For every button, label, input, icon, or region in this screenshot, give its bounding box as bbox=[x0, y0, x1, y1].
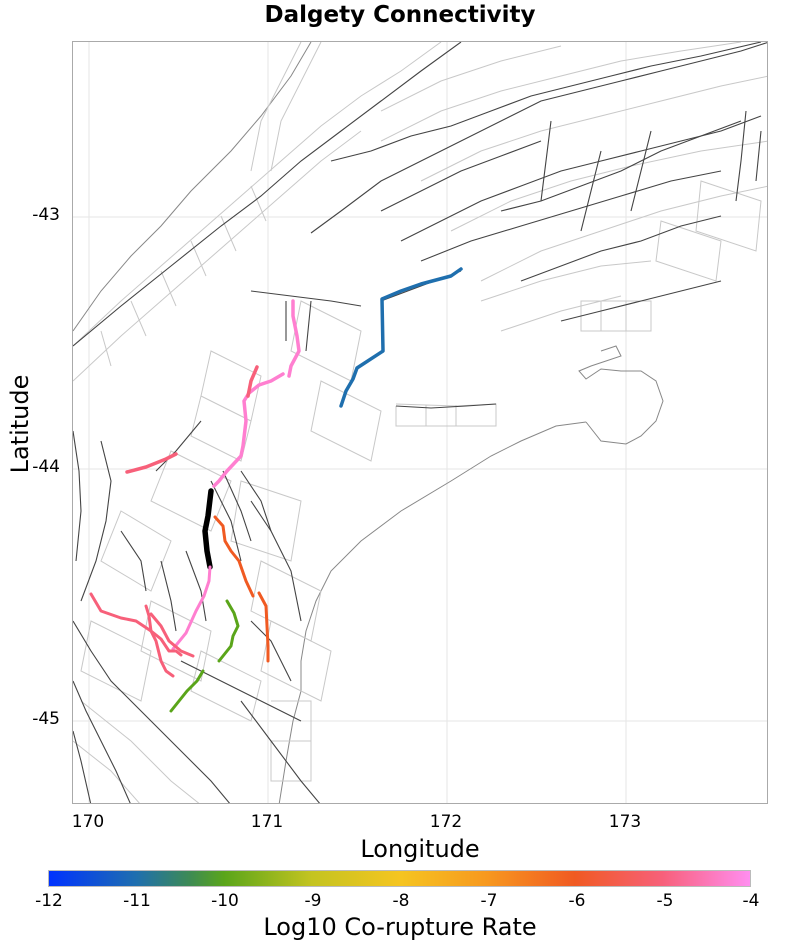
fault-traces bbox=[73, 42, 767, 803]
dalgety-fault bbox=[202, 488, 214, 570]
orange-fault-1 bbox=[213, 515, 255, 598]
salmon-fault-left bbox=[125, 452, 178, 474]
colorbar-tick: -4 bbox=[742, 891, 760, 911]
colorbar-tick: -9 bbox=[304, 891, 322, 911]
colorbar-tick: -10 bbox=[211, 891, 239, 911]
chart-title: Dalgety Connectivity bbox=[264, 2, 536, 28]
salmon-fault-upper bbox=[246, 365, 259, 398]
corupture-faults bbox=[89, 267, 463, 713]
y-axis-label: Latitude bbox=[6, 374, 34, 474]
x-tick-label: 171 bbox=[250, 812, 284, 832]
orange-fault-2 bbox=[257, 591, 270, 663]
green-fault-1 bbox=[217, 599, 240, 663]
salmon-fault-lower-2 bbox=[144, 604, 175, 678]
colorbar-label: Log10 Co-rupture Rate bbox=[263, 913, 537, 941]
map-plot-area bbox=[72, 41, 768, 804]
y-tick-label: -44 bbox=[32, 457, 60, 477]
colorbar-tick: -6 bbox=[568, 891, 586, 911]
coastline bbox=[73, 42, 664, 803]
colorbar-tick: -5 bbox=[656, 891, 674, 911]
salmon-fault-lower-1 bbox=[89, 592, 183, 657]
colorbar-tick: -7 bbox=[480, 891, 498, 911]
pink-fault-mid bbox=[212, 372, 285, 488]
colorbar-tick: -11 bbox=[123, 891, 151, 911]
colorbar-tick: -12 bbox=[35, 891, 63, 911]
green-fault-2 bbox=[169, 669, 205, 713]
gridlines bbox=[73, 42, 767, 803]
fault-map bbox=[73, 42, 767, 803]
fault-surfaces bbox=[73, 42, 767, 803]
x-tick-label: 172 bbox=[429, 812, 463, 832]
x-tick-label: 170 bbox=[71, 812, 105, 832]
colorbar bbox=[48, 870, 751, 887]
pink-fault-lower bbox=[171, 565, 212, 651]
y-tick-label: -43 bbox=[32, 205, 60, 225]
colorbar-tick: -8 bbox=[392, 891, 410, 911]
y-tick-label: -45 bbox=[32, 709, 60, 729]
x-tick-label: 173 bbox=[608, 812, 642, 832]
pink-fault-upper bbox=[287, 299, 301, 378]
salmon-fault-lower-3 bbox=[149, 612, 195, 658]
x-axis-label: Longitude bbox=[360, 835, 480, 863]
blue-fault bbox=[339, 267, 463, 408]
